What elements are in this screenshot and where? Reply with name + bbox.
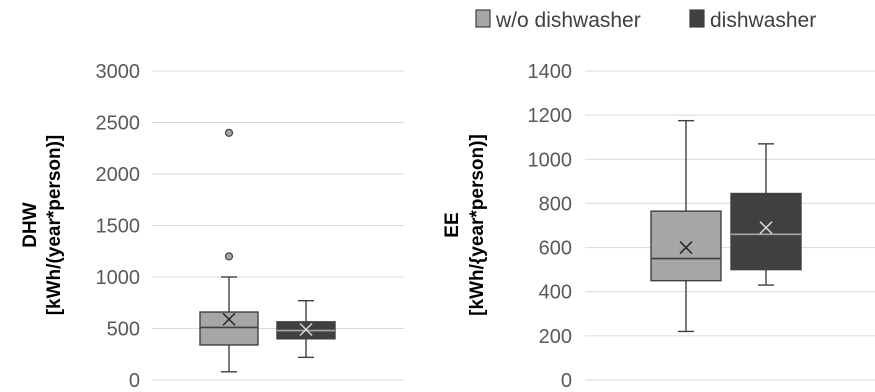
mean-marker (759, 221, 773, 235)
y-tick-label: 1500 (96, 216, 141, 238)
y-tick-label: 200 (539, 326, 572, 348)
y-axis-unit: [kWh/{year*person)] (467, 134, 488, 316)
mean-marker (679, 241, 693, 255)
dhw-boxplot-panel: 0 500 1000 1500 2000 2500 3000 DHW [kWh/(year*pe… (20, 61, 404, 392)
y-tick-label: 1000 (528, 149, 573, 171)
legend-label-dishwasher: dishwasher (710, 9, 816, 32)
outlier-point (224, 128, 234, 137)
y-tick-label: 0 (561, 370, 572, 392)
box-iqr (199, 311, 259, 346)
y-tick-label: 2000 (96, 164, 141, 186)
box-iqr (650, 210, 722, 282)
y-tick-label: 2500 (96, 113, 141, 135)
ee-boxplot-panel: 0 200 400 600 800 1000 1200 1400 EE [kWh/{year*pe… (442, 61, 875, 392)
y-tick-label: 800 (539, 193, 572, 215)
mean-marker (222, 312, 236, 326)
outlier-point (224, 252, 234, 261)
y-tick-label: 1000 (96, 267, 141, 289)
legend-label-wo-dishwasher: w/o dishwasher (495, 9, 641, 32)
y-tick-label: 400 (539, 282, 572, 304)
y-tick-label: 0 (129, 370, 140, 392)
y-axis-title: DHW (20, 202, 41, 247)
legend-swatch-dishwasher (689, 9, 705, 28)
y-axis-unit: [kWh/(year*person)] (44, 135, 65, 316)
y-tick-label: 600 (539, 238, 572, 260)
mean-marker (299, 322, 313, 337)
box-iqr (730, 192, 802, 271)
y-tick-label: 1400 (528, 61, 573, 83)
y-tick-label: 3000 (96, 61, 141, 83)
legend-swatch-wo-dishwasher (475, 9, 491, 28)
y-axis-title: EE (442, 212, 463, 237)
y-tick-label: 1200 (528, 105, 573, 127)
y-tick-label: 500 (107, 319, 140, 341)
legend: w/o dishwasher dishwasher (475, 9, 816, 32)
